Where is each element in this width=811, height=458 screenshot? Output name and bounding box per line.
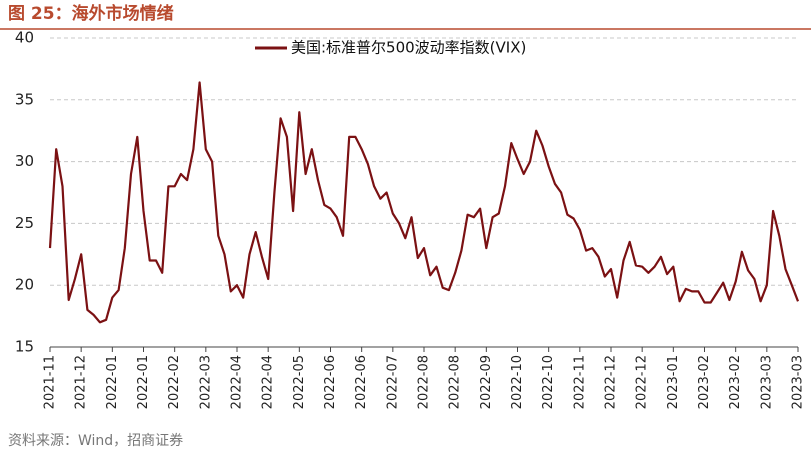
legend-label: 美国:标准普尔500波动率指数(VIX) [291, 39, 526, 57]
x-tick-label: 2022-04 [230, 355, 245, 409]
y-tick-label: 20 [15, 276, 34, 294]
x-tick-label: 2021-11 [43, 355, 58, 409]
chart-title: 图 25：海外市场情绪 [8, 3, 174, 24]
x-tick-label: 2022-09 [479, 355, 494, 409]
x-tick-label: 2022-10 [541, 355, 556, 409]
x-tick-label: 2022-08 [448, 355, 463, 409]
x-tick-label: 2022-01 [136, 355, 151, 409]
y-tick-label: 30 [15, 152, 34, 170]
data-line [48, 81, 800, 324]
x-tick-label: 2022-02 [167, 355, 182, 409]
x-tick-label: 2022-04 [261, 355, 276, 409]
x-tick-label: 2021-12 [74, 355, 89, 409]
y-tick-label: 25 [15, 214, 34, 232]
x-tick-label: 2022-11 [572, 355, 587, 409]
x-tick-label: 2023-02 [728, 355, 743, 409]
x-tick-label: 2022-06 [354, 355, 369, 409]
source-note: 资料来源：Wind，招商证券 [8, 433, 183, 449]
x-tick-label: 2022-05 [292, 355, 307, 409]
y-tick-label: 35 [15, 90, 34, 108]
x-tick-label: 2022-06 [323, 355, 338, 409]
x-tick-label: 2023-01 [666, 355, 681, 409]
x-tick-label: 2022-12 [604, 355, 619, 409]
y-tick-label: 15 [15, 338, 34, 356]
x-tick-label: 2023-02 [697, 355, 712, 409]
x-tick-label: 2023-03 [791, 355, 806, 409]
x-tick-label: 2022-12 [635, 355, 650, 409]
x-tick-label: 2022-10 [510, 355, 525, 409]
x-tick-label: 2022-07 [385, 355, 400, 409]
x-tick-label: 2022-01 [105, 355, 120, 409]
x-tick-label: 2022-03 [198, 355, 213, 409]
y-tick-label: 40 [15, 29, 34, 47]
x-tick-label: 2022-08 [417, 355, 432, 409]
x-tick-label: 2023-03 [759, 355, 774, 409]
